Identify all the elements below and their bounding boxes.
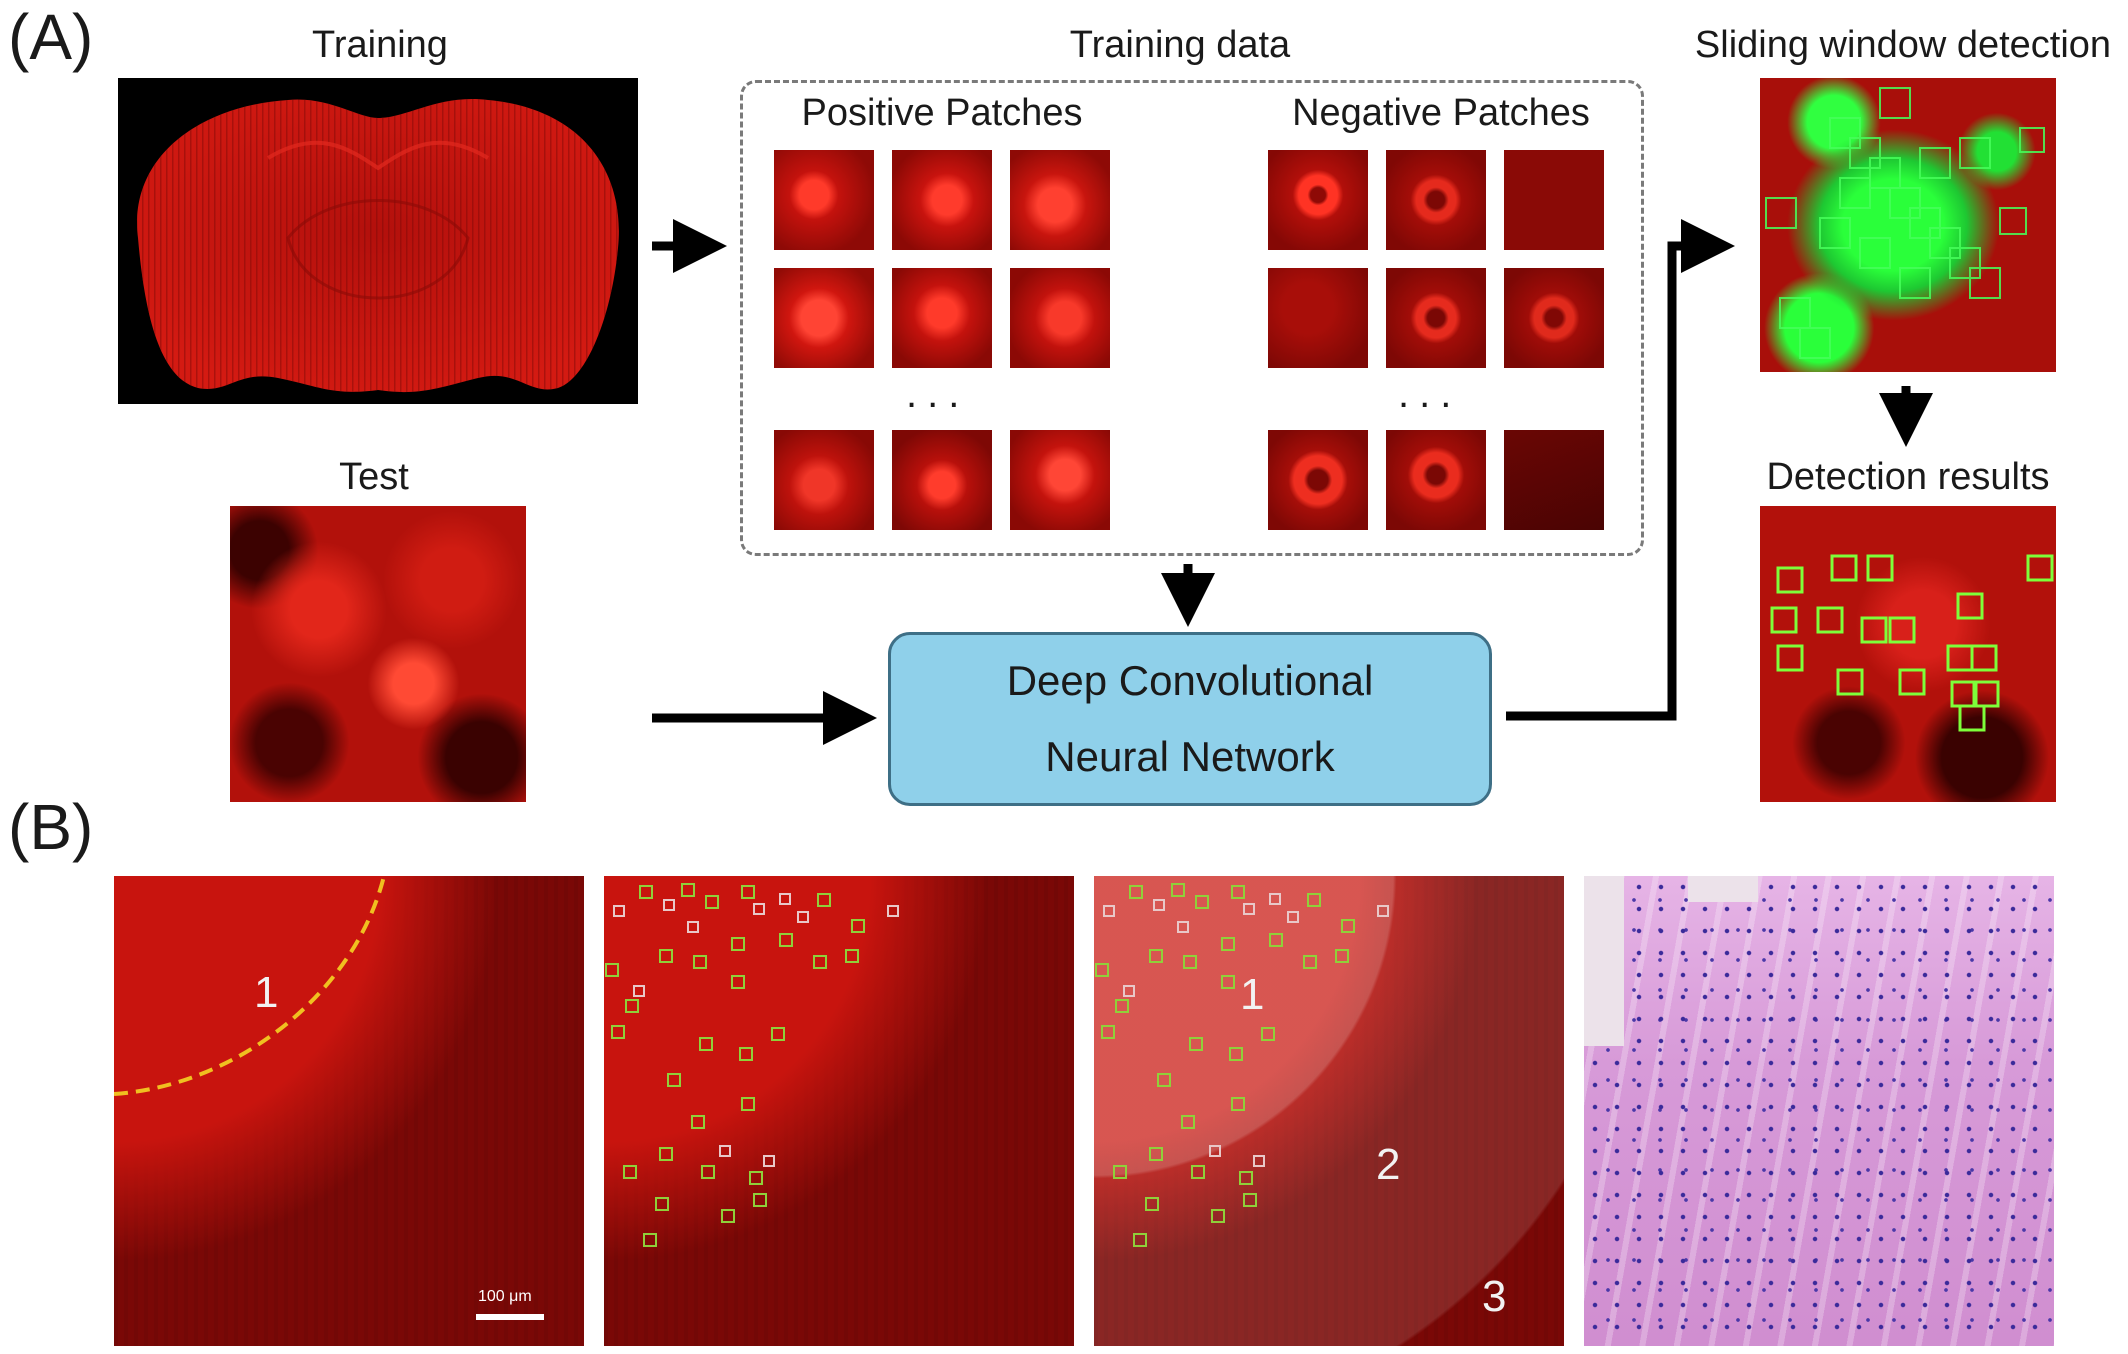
positive-patch: [1010, 268, 1110, 368]
negative-patch: [1386, 268, 1486, 368]
positive-patch: [1010, 150, 1110, 250]
detection-results-image: [1760, 506, 2056, 802]
positive-patch: [892, 150, 992, 250]
negative-patch: [1504, 268, 1604, 368]
b1-raw-image: 1 100 μm: [114, 876, 584, 1346]
detection-results-label: Detection results: [1766, 456, 2050, 498]
negative-patch: [1504, 430, 1604, 530]
negative-patch: [1504, 150, 1604, 250]
positive-patches-label: Positive Patches: [801, 92, 1083, 134]
positive-patch: [774, 430, 874, 530]
training-brain-image: [118, 78, 638, 404]
b3-region-3: 3: [1482, 1272, 1507, 1321]
positive-patch: [774, 268, 874, 368]
sliding-window-image: [1760, 78, 2056, 372]
b3-region-1: 1: [1240, 970, 1265, 1019]
b2-detection-image: [604, 876, 1074, 1346]
negative-patch: [1386, 430, 1486, 530]
b1-region-1: 1: [254, 968, 279, 1017]
boundary-line: [114, 876, 386, 1096]
b3-boxes: [1095, 883, 1389, 1247]
positive-patch: [774, 150, 874, 250]
sliding-window-boxes: [1765, 87, 2045, 359]
dcnn-line1: Deep Convolutional: [1006, 657, 1374, 704]
detection-boxes: [1770, 554, 2054, 732]
b3-region-image: 1 2 3: [1094, 876, 1564, 1346]
negative-ellipsis: ...: [1398, 372, 1462, 416]
panel-a-letter: (A): [8, 1, 94, 73]
test-image: [230, 506, 526, 802]
he-tissue-gap: [1688, 876, 1758, 902]
scale-bar-label: 100 μm: [478, 1288, 532, 1305]
negative-patch: [1268, 430, 1368, 530]
dcnn-box: Deep Convolutional Neural Network: [888, 632, 1492, 806]
negative-patch: [1268, 150, 1368, 250]
negative-patch: [1386, 150, 1486, 250]
b4-he-stain-image: [1584, 876, 2054, 1346]
negative-patch: [1268, 268, 1368, 368]
positive-patch: [892, 268, 992, 368]
training-label: Training: [312, 24, 448, 66]
he-tissue-gap: [1584, 876, 1624, 1046]
panel-b-letter: (B): [8, 791, 94, 863]
sliding-window-label: Sliding window detection: [1694, 24, 2112, 66]
positive-patch: [892, 430, 992, 530]
positive-ellipsis: ...: [906, 372, 970, 416]
negative-patches-label: Negative Patches: [1292, 92, 1590, 134]
scale-bar: [476, 1314, 544, 1320]
b2-boxes: [605, 883, 899, 1247]
training-data-label: Training data: [1069, 24, 1291, 66]
dcnn-line2: Neural Network: [1045, 733, 1335, 780]
test-label: Test: [339, 456, 409, 498]
positive-patch: [1010, 430, 1110, 530]
b3-region-2: 2: [1376, 1140, 1401, 1189]
